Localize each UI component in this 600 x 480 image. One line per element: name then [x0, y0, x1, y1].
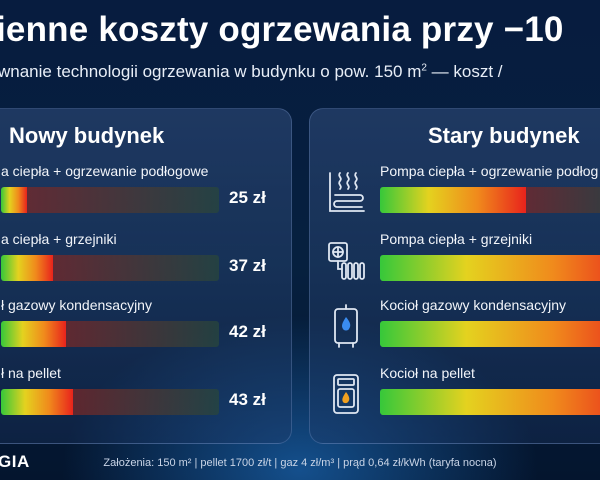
cost-bar-track [66, 321, 219, 347]
gas-boiler-icon [334, 304, 358, 348]
assumptions-footer: Założenia: 150 m² | pellet 1700 zł/t | g… [103, 457, 497, 469]
cost-bar [380, 255, 600, 281]
cost-bar-track [53, 255, 219, 281]
cost-bar [1, 321, 219, 347]
cost-bar-track [72, 389, 219, 415]
cost-bar [380, 389, 600, 415]
cost-bar-fill [380, 389, 600, 415]
subtitle-text: wnanie technologii ogrzewania w budynku … [0, 62, 422, 81]
brand-logo: GIA [0, 452, 30, 471]
row-label: Pompa ciepła + ogrzewanie podłog [380, 163, 599, 179]
cost-bar-fill [1, 187, 28, 213]
cost-bar-fill [1, 255, 54, 281]
panel-title-new: Nowy budynek [9, 123, 165, 148]
cost-bar-fill [380, 321, 600, 347]
list-item: ł na pellet 43 zł [0, 365, 291, 423]
cost-value: 37 zł [229, 256, 266, 275]
page-title: ienne koszty ogrzewania przy −10 [0, 10, 564, 49]
cost-bar-fill [1, 389, 73, 415]
row-label: a ciepła + ogrzewanie podłogowe [1, 163, 209, 179]
panel-old-building: Stary budynek Pompa ciepła + ogrzewanie … [309, 108, 600, 444]
row-label: Kocioł gazowy kondensacyjny [380, 297, 566, 313]
cost-bar-track [27, 187, 219, 213]
cost-value: 43 zł [229, 390, 266, 409]
cost-bar [380, 187, 600, 213]
cost-bar [380, 321, 600, 347]
cost-bar-fill [380, 255, 600, 281]
row-label: Pompa ciepła + grzejniki [380, 231, 533, 247]
panel-title-old: Stary budynek [428, 123, 580, 148]
heat-pump-radiator-icon [328, 242, 365, 280]
cost-bar-fill [380, 187, 526, 213]
subtitle-suffix: — koszt / [426, 62, 503, 81]
cost-bar [1, 187, 219, 213]
page-subtitle: wnanie technologii ogrzewania w budynku … [0, 62, 600, 82]
pellet-boiler-icon [333, 374, 359, 414]
list-item: Kocioł na pellet [310, 365, 600, 423]
cost-bar [1, 255, 219, 281]
list-item: ł gazowy kondensacyjny 42 zł [0, 297, 291, 355]
list-item: Kocioł gazowy kondensacyjny [310, 297, 600, 355]
list-item: a ciepła + ogrzewanie podłogowe 25 zł [0, 163, 291, 221]
row-label: ł gazowy kondensacyjny [1, 297, 152, 313]
cost-bar [1, 389, 219, 415]
row-label: ł na pellet [1, 365, 61, 381]
list-item: Pompa ciepła + ogrzewanie podłog [310, 163, 600, 221]
cost-bar-fill [1, 321, 67, 347]
cost-bar-track [525, 187, 600, 213]
row-label: Kocioł na pellet [380, 365, 475, 381]
list-item: Pompa ciepła + grzejniki [310, 231, 600, 289]
row-label: a ciepła + grzejniki [1, 231, 117, 247]
list-item: a ciepła + grzejniki 37 zł [0, 231, 291, 289]
cost-value: 42 zł [229, 322, 266, 341]
subtitle-superscript: 2 [421, 62, 427, 74]
floor-heating-icon [329, 172, 365, 212]
panel-new-building: Nowy budynek a ciepła + ogrzewanie podło… [0, 108, 292, 444]
cost-value: 25 zł [229, 188, 266, 207]
